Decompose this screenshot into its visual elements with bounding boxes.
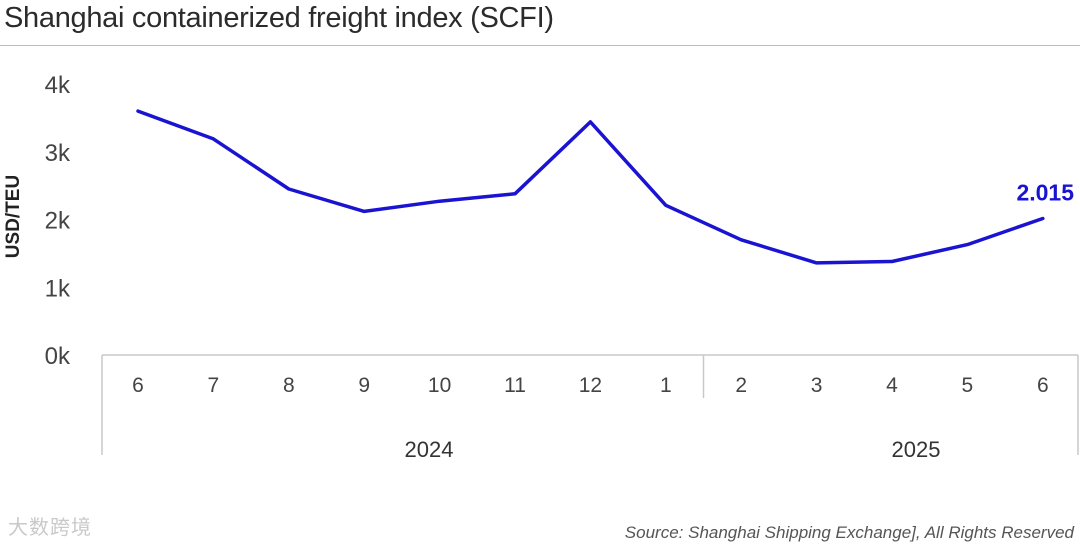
x-tick-label: 7 <box>208 374 220 397</box>
y-tick-label: 2k <box>45 208 71 235</box>
x-tick-label: 6 <box>1037 374 1049 397</box>
x-tick-label: 9 <box>358 374 370 397</box>
year-group-label: 2025 <box>892 437 941 462</box>
end-value-label: 2.015 <box>1016 179 1074 205</box>
y-tick-label: 0k <box>45 343 71 370</box>
y-axis-label: USD/TEU <box>3 175 24 258</box>
series-line-scfi <box>136 109 1045 265</box>
x-tick-label: 2 <box>735 374 747 397</box>
y-tick-label: 4k <box>45 72 71 99</box>
year-group-label: 2024 <box>405 437 454 462</box>
x-tick-label: 12 <box>579 374 602 397</box>
watermark-logo: 大数跨境 <box>8 517 92 539</box>
x-tick-label: 11 <box>504 374 526 397</box>
y-tick-label: 3k <box>45 140 71 167</box>
x-tick-label: 10 <box>428 374 451 397</box>
x-tick-label: 8 <box>283 374 295 397</box>
x-tick-label: 1 <box>660 374 672 397</box>
x-tick-label: 6 <box>132 374 144 397</box>
title-divider <box>0 45 1080 46</box>
y-tick-label: 1k <box>45 275 71 302</box>
chart-title: Shanghai containerized freight index (SC… <box>4 2 554 34</box>
x-tick-label: 3 <box>811 374 823 397</box>
x-tick-label: 5 <box>962 374 974 397</box>
source-note: Source: Shanghai Shipping Exchange], All… <box>624 523 1074 542</box>
x-tick-label: 4 <box>886 374 898 397</box>
